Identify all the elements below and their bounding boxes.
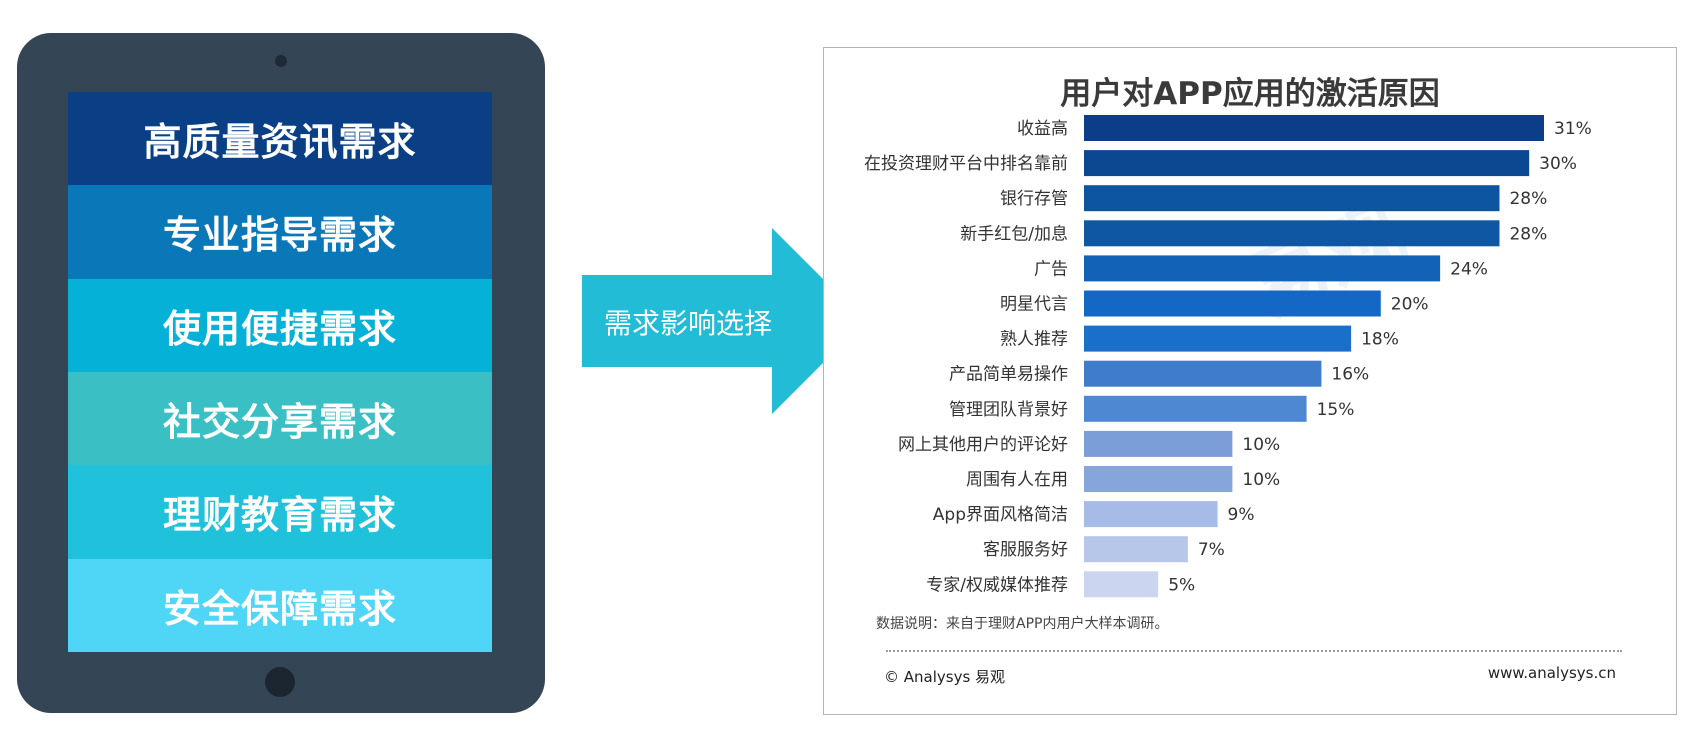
value-label: 31% — [1554, 119, 1592, 139]
need-row-finance-education: 理财教育需求 — [68, 465, 492, 559]
need-row-quality-info: 高质量资讯需求 — [68, 92, 492, 186]
bar — [1084, 430, 1233, 457]
dotted-divider — [886, 650, 1622, 652]
camera-icon — [275, 55, 287, 67]
chart-title: 用户对APP应用的激活原因 — [1060, 76, 1440, 112]
category-label: 网上其他用户的评论好 — [898, 435, 1068, 455]
bar — [1084, 571, 1159, 598]
arrow-label: 需求影响选择 — [604, 307, 773, 340]
category-label: 管理团队背景好 — [949, 400, 1068, 420]
bar — [1084, 185, 1500, 212]
flow-arrow: 需求影响选择 — [582, 228, 865, 414]
need-row-security: 安全保障需求 — [68, 558, 492, 652]
data-note: 数据说明：来自于理财APP内用户大样本调研。 — [876, 616, 1169, 632]
bar — [1084, 115, 1544, 141]
tablet-frame: 高质量资讯需求 专业指导需求 使用便捷需求 社交分享需求 理财教育需求 安全保障… — [17, 33, 545, 713]
bar — [1084, 395, 1307, 422]
value-label: 18% — [1361, 330, 1399, 350]
category-label: 周围有人在用 — [966, 470, 1068, 490]
need-label: 社交分享需求 — [162, 400, 397, 445]
need-row-professional-guidance: 专业指导需求 — [68, 185, 492, 279]
value-label: 5% — [1168, 575, 1195, 595]
value-label: 7% — [1198, 540, 1225, 560]
footer-brand: © Analysys 易观 — [884, 668, 1006, 686]
chart-panel: 易观 用户对APP应用的激活原因 收益高31%在投资理财平台中排名靠前30%银行… — [823, 47, 1677, 715]
value-label: 15% — [1317, 400, 1355, 420]
value-label: 30% — [1539, 154, 1577, 174]
category-label: 新手红包/加息 — [960, 224, 1068, 244]
value-label: 20% — [1391, 295, 1429, 315]
need-label: 理财教育需求 — [162, 493, 397, 538]
category-label: 银行存管 — [1000, 189, 1068, 209]
category-label: 客服服务好 — [983, 540, 1068, 560]
category-label: 收益高 — [1017, 119, 1068, 139]
category-label: 在投资理财平台中排名靠前 — [864, 154, 1068, 174]
category-label: 产品简单易操作 — [949, 365, 1068, 385]
need-label: 使用便捷需求 — [162, 306, 397, 351]
bar — [1084, 150, 1530, 177]
value-label: 10% — [1242, 470, 1280, 490]
category-label: 明星代言 — [1000, 295, 1068, 315]
value-label: 28% — [1509, 189, 1547, 209]
bar — [1084, 536, 1188, 563]
need-label: 安全保障需求 — [162, 586, 397, 631]
bar — [1084, 220, 1500, 247]
bar — [1084, 501, 1218, 528]
bar — [1084, 290, 1381, 317]
value-label: 10% — [1242, 435, 1280, 455]
category-label: 广告 — [1034, 259, 1068, 279]
bar — [1084, 255, 1441, 282]
value-label: 16% — [1331, 365, 1369, 385]
need-row-social-sharing: 社交分享需求 — [68, 371, 492, 466]
need-row-convenience: 使用便捷需求 — [68, 278, 492, 372]
value-label: 28% — [1509, 224, 1547, 244]
arrow-shape — [582, 228, 865, 414]
category-label: 熟人推荐 — [1000, 329, 1068, 350]
bar — [1084, 466, 1233, 492]
footer-url: www.analysys.cn — [1487, 664, 1616, 682]
tablet-screen: 高质量资讯需求 专业指导需求 使用便捷需求 社交分享需求 理财教育需求 安全保障… — [68, 92, 492, 652]
bar — [1084, 360, 1322, 387]
bar — [1084, 325, 1352, 352]
home-button-icon — [265, 667, 295, 697]
value-label: 24% — [1450, 259, 1488, 279]
need-label: 专业指导需求 — [162, 213, 397, 258]
category-label: App界面风格简洁 — [933, 505, 1068, 525]
bar-chart: 收益高 31% 在投资理财平台中排名靠前 30% 银行存管 28% 新手红包/加息 28% 广告… — [864, 115, 1592, 598]
value-label: 9% — [1228, 505, 1255, 525]
need-label: 高质量资讯需求 — [143, 120, 417, 165]
category-label: 专家/权威媒体推荐 — [926, 575, 1068, 595]
